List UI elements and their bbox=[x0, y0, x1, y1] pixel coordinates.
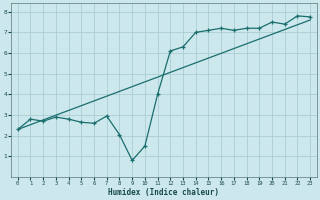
X-axis label: Humidex (Indice chaleur): Humidex (Indice chaleur) bbox=[108, 188, 220, 197]
